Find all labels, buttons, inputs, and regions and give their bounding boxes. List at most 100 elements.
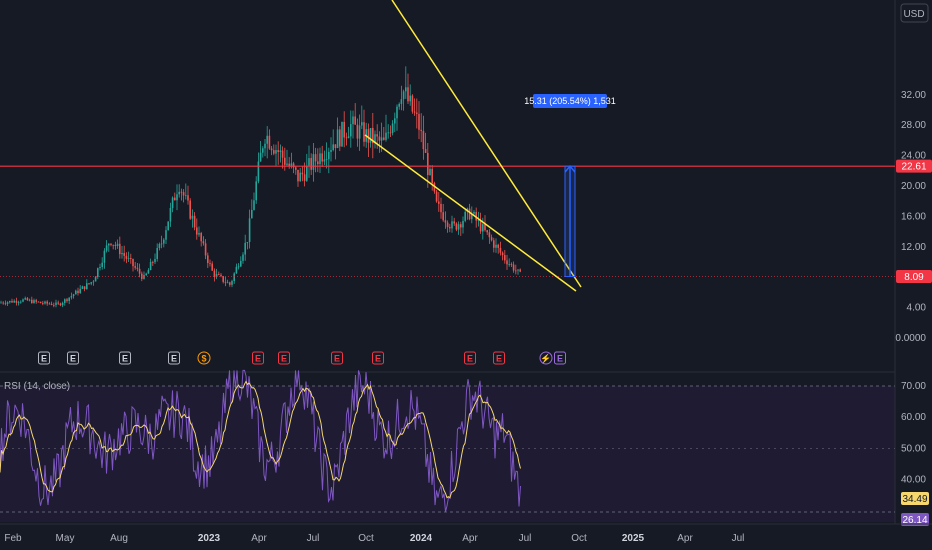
wedge-lower-trendline[interactable] — [364, 134, 577, 292]
candle-body — [438, 201, 440, 204]
event-marker[interactable] — [372, 351, 384, 365]
candle-body — [99, 266, 101, 269]
candle-body — [213, 270, 216, 277]
event-marker[interactable] — [464, 351, 476, 365]
candle-body — [251, 209, 253, 219]
candle-body — [224, 281, 227, 283]
last-price-label: 8.09 — [904, 272, 924, 283]
candle-body — [220, 274, 222, 277]
candle-body — [226, 282, 229, 284]
time-axis-label: Oct — [358, 533, 374, 544]
rsi-value2-label: 26.14 — [902, 515, 927, 526]
time-axis-label: Jul — [732, 533, 745, 544]
candle-body — [301, 172, 304, 175]
candle-body — [449, 227, 451, 229]
event-marker[interactable] — [252, 351, 264, 365]
candle-body — [295, 167, 297, 170]
time-axis[interactable]: Feb May Aug 2023 Apr Jul Oct 2024 Apr Jul Oct 2025 A… — [4, 533, 744, 544]
candle-body — [488, 232, 491, 238]
price-tick-label: 12.00 — [901, 242, 926, 253]
candle-body — [277, 150, 279, 152]
candle-body — [187, 195, 189, 201]
candle-body — [336, 129, 339, 149]
candle-body — [400, 99, 403, 104]
candle-body — [262, 148, 264, 153]
price-pane[interactable] — [0, 0, 895, 372]
candle-body — [376, 134, 378, 137]
event-marker[interactable] — [278, 351, 290, 365]
candle-body — [134, 266, 136, 268]
candle-body — [28, 299, 31, 301]
candle-body — [431, 168, 433, 183]
event-marker[interactable] — [539, 351, 553, 365]
candle-body — [75, 290, 77, 295]
candle-body — [136, 267, 139, 269]
candle-body — [275, 150, 277, 154]
candle-body — [158, 244, 161, 249]
rsi-tick-label: 50.00 — [901, 443, 926, 454]
event-marker[interactable] — [331, 351, 343, 365]
candle-body — [369, 127, 372, 143]
candle-body — [385, 132, 387, 140]
candle-body — [94, 277, 97, 282]
candle-body — [105, 245, 108, 251]
candle-body — [378, 136, 381, 141]
measure-label-box — [533, 94, 607, 108]
last-price-tag — [896, 270, 932, 284]
candle-body — [257, 161, 260, 182]
candle-body — [169, 208, 172, 222]
candle-body — [460, 224, 462, 228]
event-marker[interactable] — [38, 351, 50, 365]
earnings-events-row[interactable]: E E E E $ E E E E E E ⚡ E — [38, 351, 566, 365]
candle-body — [422, 130, 425, 150]
candle-body — [343, 121, 345, 138]
measure-arrowhead — [564, 164, 576, 173]
candle-body — [39, 301, 42, 304]
candle-body — [156, 248, 158, 259]
event-marker[interactable] — [197, 351, 211, 365]
candle-body — [244, 242, 246, 255]
candle-body — [380, 137, 383, 141]
price-tick-label: 28.00 — [901, 120, 926, 131]
measure-tool[interactable]: 15.31 (205.54%) 1,531 — [524, 94, 616, 278]
candle-body — [11, 300, 13, 303]
candle-body — [427, 152, 429, 176]
wedge-upper-trendline[interactable] — [391, 0, 582, 288]
candle-body — [317, 161, 319, 165]
event-marker[interactable] — [493, 351, 505, 365]
event-marker[interactable] — [119, 351, 131, 365]
event-marker-label: E — [122, 354, 128, 364]
candle-body — [0, 302, 2, 304]
candle-body — [273, 150, 275, 154]
event-marker[interactable] — [67, 351, 79, 365]
candle-body — [152, 261, 154, 263]
candle-body — [501, 252, 504, 256]
time-axis-label: Apr — [251, 533, 267, 544]
candle-body — [31, 299, 33, 304]
candle-body — [178, 191, 180, 195]
rsi-pane-band — [0, 386, 895, 522]
candle-body — [240, 260, 242, 267]
currency-badge[interactable] — [900, 3, 929, 23]
candle-body — [35, 300, 37, 302]
price-candles — [0, 66, 521, 308]
candle-body — [462, 220, 464, 228]
candle-body — [363, 122, 365, 142]
candle-body — [446, 222, 449, 228]
time-axis-label: May — [56, 533, 75, 544]
candle-body — [171, 197, 174, 209]
event-marker[interactable] — [554, 351, 566, 365]
event-marker[interactable] — [168, 351, 180, 365]
candle-body — [517, 269, 519, 271]
candle-body — [77, 290, 79, 294]
candle-body — [185, 195, 187, 197]
candle-body — [132, 258, 134, 267]
candle-body — [70, 295, 73, 298]
candle-body — [42, 303, 44, 304]
candle-body — [473, 211, 475, 214]
candle-body — [297, 169, 299, 182]
rsi-value-tag — [901, 492, 929, 505]
candle-body — [358, 125, 361, 139]
time-axis-label: Jul — [519, 533, 532, 544]
